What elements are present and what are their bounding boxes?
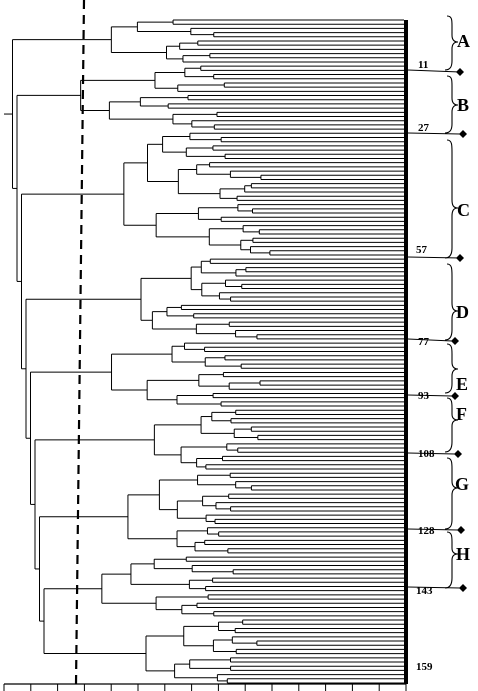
last-leaf-label: 159 bbox=[416, 661, 433, 673]
boundary-marker-27 bbox=[459, 130, 467, 138]
boundary-marker-143 bbox=[459, 584, 467, 592]
boundary-label-108: 108 bbox=[418, 448, 435, 460]
boundary-marker-77 bbox=[451, 337, 459, 345]
boundary-label-128: 128 bbox=[418, 525, 435, 537]
boundary-line-108 bbox=[407, 452, 456, 455]
leaf-baseline-bar bbox=[404, 20, 408, 684]
boundary-line-27 bbox=[407, 132, 461, 135]
boundary-line-93 bbox=[407, 394, 453, 397]
cutoff-line bbox=[74, 0, 86, 685]
boundary-marker-108 bbox=[454, 450, 462, 458]
cluster-bracket-b bbox=[444, 75, 459, 134]
boundary-label-93: 93 bbox=[418, 390, 430, 402]
boundary-marker-93 bbox=[451, 392, 459, 400]
boundary-label-77: 77 bbox=[418, 336, 430, 348]
boundary-marker-128 bbox=[457, 526, 465, 534]
cluster-label-f: F bbox=[456, 404, 467, 424]
cluster-label-c: C bbox=[457, 200, 470, 220]
boundary-label-57: 57 bbox=[416, 244, 428, 256]
boundary-label-11: 11 bbox=[418, 59, 428, 71]
cluster-label-e: E bbox=[456, 374, 468, 394]
cluster-label-b: B bbox=[457, 95, 469, 115]
cluster-annotations: A 11 B 27 C 57 D 77 E 93 F 108 bbox=[407, 15, 470, 673]
cluster-bracket-e bbox=[444, 343, 459, 394]
cluster-label-a: A bbox=[457, 31, 470, 51]
cluster-bracket-a bbox=[444, 15, 459, 71]
boundary-marker-57 bbox=[456, 254, 464, 262]
cluster-bracket-c bbox=[444, 139, 459, 259]
distance-axis bbox=[3, 683, 407, 691]
boundary-line-128 bbox=[407, 528, 459, 531]
cluster-label-h: H bbox=[456, 544, 470, 564]
cluster-bracket-f bbox=[444, 397, 459, 453]
cluster-label-g: G bbox=[455, 474, 469, 494]
boundary-label-27: 27 bbox=[418, 122, 430, 134]
boundary-line-77 bbox=[407, 338, 453, 342]
cluster-bracket-h bbox=[444, 531, 459, 589]
cluster-bracket-g bbox=[444, 457, 459, 530]
boundary-line-11 bbox=[407, 69, 461, 73]
cluster-label-d: D bbox=[456, 302, 469, 322]
boundary-line-143 bbox=[407, 586, 461, 589]
dendrogram-tree bbox=[4, 19, 404, 684]
boundary-marker-11 bbox=[456, 68, 464, 76]
boundary-line-57 bbox=[407, 256, 461, 259]
cluster-bracket-d bbox=[444, 263, 459, 341]
boundary-label-143: 143 bbox=[416, 585, 433, 597]
